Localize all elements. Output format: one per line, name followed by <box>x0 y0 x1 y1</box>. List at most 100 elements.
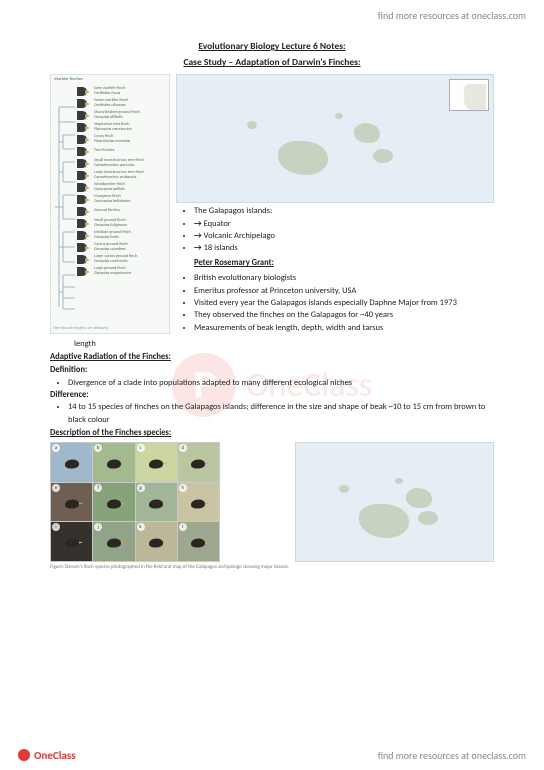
definition-bullets: Divergence of a clade into populations a… <box>50 377 494 389</box>
finch-photo: c <box>136 443 177 482</box>
phylogeny-figure: Warbler finches Grey warbler finchCerthi… <box>50 74 170 334</box>
bird-icon <box>65 499 79 508</box>
phylo-footer-note: Tree (branch lengths are arbitrary) <box>53 326 109 331</box>
photo-tag: e <box>52 484 60 492</box>
species-label: Cocos finchPinaroloxias inornata <box>94 135 130 144</box>
footer-link[interactable]: find more resources at oneclass.com <box>378 749 526 762</box>
species-row: Cactus ground finchGeospiza scandens <box>77 243 167 252</box>
list-item: Divergence of a clade into populations a… <box>68 377 494 389</box>
finch-photo: f <box>93 483 134 522</box>
bird-icon <box>107 539 121 548</box>
map-inset-icon <box>449 79 489 111</box>
species-row: Mangrove finchCactospiza heliobates <box>77 195 167 204</box>
galapagos-bullets: The Galapagos islands: Equator Volcanic … <box>176 205 494 254</box>
galapagos-map <box>176 74 494 203</box>
species-label: Medium ground finchGeospiza fortis <box>94 231 131 240</box>
wrap-continuation: length <box>74 338 494 350</box>
list-item: Measurements of beak length, depth, widt… <box>194 322 494 334</box>
beak-icon <box>77 243 91 252</box>
grant-bullets: British evolutionary biologists Emeritus… <box>176 272 494 334</box>
species-row: Medium ground finchGeospiza fortis <box>77 231 167 240</box>
phylo-species-list: Grey warbler finchCerthidea fusca Green w… <box>77 87 167 276</box>
beak-icon <box>77 231 91 240</box>
photo-tag: c <box>137 444 145 452</box>
galapagos-map-2 <box>295 442 494 562</box>
phylo-header: Warbler finches <box>51 75 169 84</box>
species-row: Vegetarian tree finchPlatyspiza crassiro… <box>77 123 167 132</box>
species-row: Woodpecker finchCactospiza pallida <box>77 183 167 192</box>
beak-icon <box>77 183 91 192</box>
finch-photo: a <box>51 443 92 482</box>
list-item: Emeritus professor at Princeton universi… <box>194 285 494 297</box>
beak-icon <box>77 135 91 144</box>
beak-icon <box>77 147 91 156</box>
footer-logo-text: OneClass <box>34 749 76 762</box>
finch-photo: i <box>51 522 92 561</box>
list-item: British evolutionary biologists <box>194 272 494 284</box>
beak-icon <box>77 255 91 264</box>
photo-tag: j <box>94 523 102 531</box>
top-right-column: The Galapagos islands: Equator Volcanic … <box>176 74 494 334</box>
species-label: Tree finches <box>94 149 114 153</box>
bird-icon <box>149 460 163 469</box>
beak-icon <box>77 267 91 276</box>
adaptive-heading: Adaptive Radiation of the Finches: <box>50 352 494 362</box>
beak-icon <box>77 195 91 204</box>
page-footer: OneClass find more resources at oneclass… <box>0 740 544 770</box>
title-line-2: Case Study – Adaptation of Darwin's Finc… <box>50 56 494 68</box>
species-row: Small ground finchGeospiza fuliginosa <box>77 219 167 228</box>
species-row: Small insectivorous tree finchCamarhynch… <box>77 159 167 168</box>
photo-tag: f <box>94 484 102 492</box>
bird-icon <box>65 539 79 548</box>
beak-icon <box>77 219 91 228</box>
species-label: Large cactus ground finchGeospiza coniro… <box>94 255 137 264</box>
photo-tag: d <box>179 444 187 452</box>
photo-tag: h <box>179 484 187 492</box>
species-label: Sharp-beaked ground finchGeospiza diffic… <box>94 111 140 120</box>
figure-caption: Figure: Darwin's finch species photograp… <box>50 564 289 570</box>
document-body: Evolutionary Biology Lecture 6 Notes: Ca… <box>50 40 494 730</box>
finch-photo: g <box>136 483 177 522</box>
header-link[interactable]: find more resources at oneclass.com <box>378 9 526 22</box>
list-item: Visited every year the Galapagos islands… <box>194 297 494 309</box>
description-figure: abcdefghijkl Figure: Darwin's finch spec… <box>50 442 494 570</box>
beak-icon <box>77 87 91 96</box>
finch-photo-grid: abcdefghijkl <box>50 442 220 562</box>
bird-icon <box>107 460 121 469</box>
photo-tag: g <box>137 484 145 492</box>
species-label: Woodpecker finchCactospiza pallida <box>94 183 125 192</box>
species-label: Green warbler finchCerthidea olivacea <box>94 99 128 108</box>
species-row: Green warbler finchCerthidea olivacea <box>77 99 167 108</box>
species-row: Large insectivorous tree finchCamarhynch… <box>77 171 167 180</box>
top-figure-row: Warbler finches Grey warbler finchCerthi… <box>50 74 494 334</box>
species-label: Large insectivorous tree finchCamarhynch… <box>94 171 144 180</box>
bird-icon <box>107 499 121 508</box>
beak-icon <box>77 99 91 108</box>
beak-icon <box>77 171 91 180</box>
phylo-tree-icon <box>53 87 75 327</box>
photo-tag: i <box>52 523 60 531</box>
species-row: Large ground finchGeospiza magnirostris <box>77 267 167 276</box>
finch-photo: h <box>178 483 219 522</box>
bird-icon <box>149 539 163 548</box>
list-item: 18 islands <box>194 242 494 254</box>
species-label: Cactus ground finchGeospiza scandens <box>94 243 128 252</box>
list-item: They observed the finches on the Galapag… <box>194 309 494 321</box>
bird-icon <box>65 460 79 469</box>
species-label: Mangrove finchCactospiza heliobates <box>94 195 131 204</box>
bird-icon <box>191 499 205 508</box>
species-label: Ground finches <box>94 209 120 213</box>
list-item: Equator <box>194 218 494 230</box>
description-heading: Description of the Finches species: <box>50 428 494 438</box>
beak-icon <box>77 207 91 216</box>
title-line-1: Evolutionary Biology Lecture 6 Notes: <box>50 40 494 52</box>
beak-icon <box>77 111 91 120</box>
species-label: Grey warbler finchCerthidea fusca <box>94 87 125 96</box>
photo-tag: k <box>137 523 145 531</box>
photo-tag: a <box>52 444 60 452</box>
list-item: The Galapagos islands: <box>194 205 494 217</box>
species-row: Cocos finchPinaroloxias inornata <box>77 135 167 144</box>
footer-logo[interactable]: OneClass <box>18 749 76 762</box>
bird-icon <box>191 539 205 548</box>
species-label: Small insectivorous tree finchCamarhynch… <box>94 159 144 168</box>
